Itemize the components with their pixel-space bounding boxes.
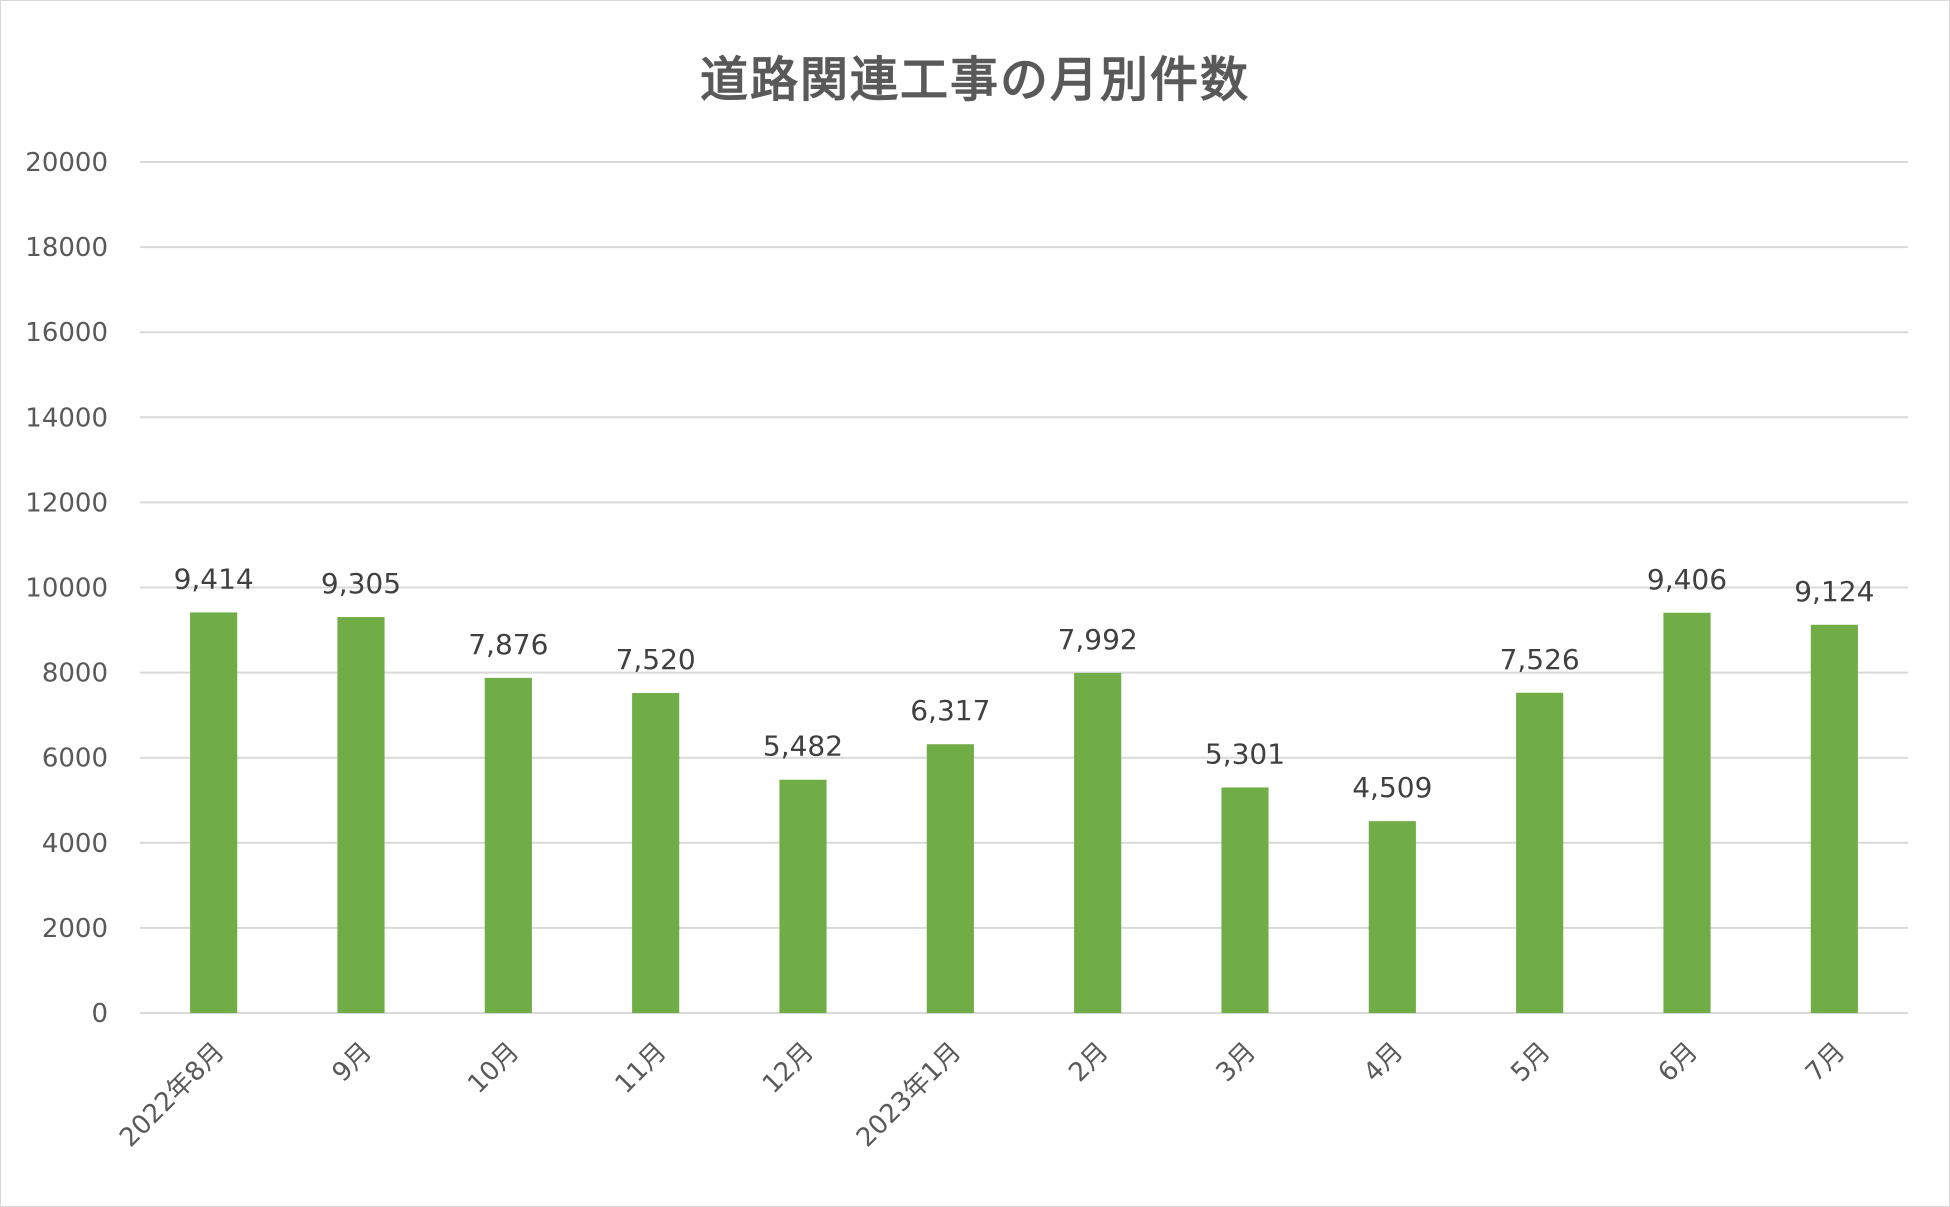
x-tick-label: 6月 (1653, 1037, 1704, 1088)
bar (779, 779, 827, 1013)
x-tick-label: 12月 (757, 1037, 820, 1100)
y-axis: 0 2000 4000 6000 8000 10000 12000 14000 16000 180… (25, 148, 108, 1029)
data-label: 4,509 (1352, 771, 1432, 804)
y-tick-label: 14000 (25, 403, 108, 433)
bar (1663, 612, 1711, 1013)
bar (1810, 624, 1858, 1013)
y-tick-label: 0 (91, 999, 108, 1029)
bar (1221, 787, 1269, 1013)
y-tick-label: 2000 (42, 914, 108, 944)
data-label: 9,305 (321, 567, 401, 600)
x-tick-label: 7月 (1800, 1037, 1851, 1088)
data-label: 5,482 (763, 730, 843, 763)
bar (484, 677, 532, 1013)
y-tick-label: 18000 (25, 233, 108, 263)
data-label: 9,414 (174, 562, 254, 595)
chart-title: 道路関連工事の月別件数 (699, 52, 1250, 108)
bars (190, 612, 1858, 1013)
data-label: 7,992 (1058, 623, 1138, 656)
bar (1368, 821, 1416, 1013)
x-axis: 2022年8月 9月 10月 11月 12月 2023年1月 2月 3月 4月 5月 6月 7月 (114, 1037, 1851, 1153)
bar (190, 612, 238, 1013)
y-tick-label: 6000 (42, 744, 108, 774)
bar (632, 693, 680, 1013)
y-tick-label: 12000 (25, 488, 108, 518)
x-tick-label: 11月 (610, 1037, 673, 1100)
data-label: 9,406 (1647, 563, 1727, 596)
x-tick-label: 5月 (1505, 1037, 1556, 1088)
y-tick-label: 8000 (42, 659, 108, 689)
x-tick-label: 9月 (327, 1037, 378, 1088)
bar (926, 744, 974, 1013)
y-tick-label: 10000 (25, 574, 108, 604)
bar (337, 617, 385, 1013)
x-tick-label: 3月 (1211, 1037, 1262, 1088)
data-label: 7,520 (616, 643, 696, 676)
data-label: 5,301 (1205, 737, 1285, 770)
data-label: 7,876 (468, 628, 548, 661)
x-tick-label: 4月 (1358, 1037, 1409, 1088)
data-label: 6,317 (910, 694, 990, 727)
x-tick-label: 10月 (462, 1037, 525, 1100)
y-tick-label: 16000 (25, 318, 108, 348)
x-tick-label: 2月 (1063, 1037, 1114, 1088)
data-label: 9,124 (1794, 575, 1874, 608)
x-tick-label: 2022年8月 (114, 1037, 230, 1153)
bar (1516, 692, 1564, 1013)
y-tick-label: 20000 (25, 148, 108, 178)
data-label: 7,526 (1500, 643, 1580, 676)
y-tick-label: 4000 (42, 829, 108, 859)
gridlines (140, 161, 1908, 1014)
x-tick-label: 2023年1月 (851, 1037, 967, 1153)
bar (1074, 672, 1122, 1013)
data-labels: 9,414 9,305 7,876 7,520 5,482 6,317 7,992 5,301… (174, 562, 1875, 804)
